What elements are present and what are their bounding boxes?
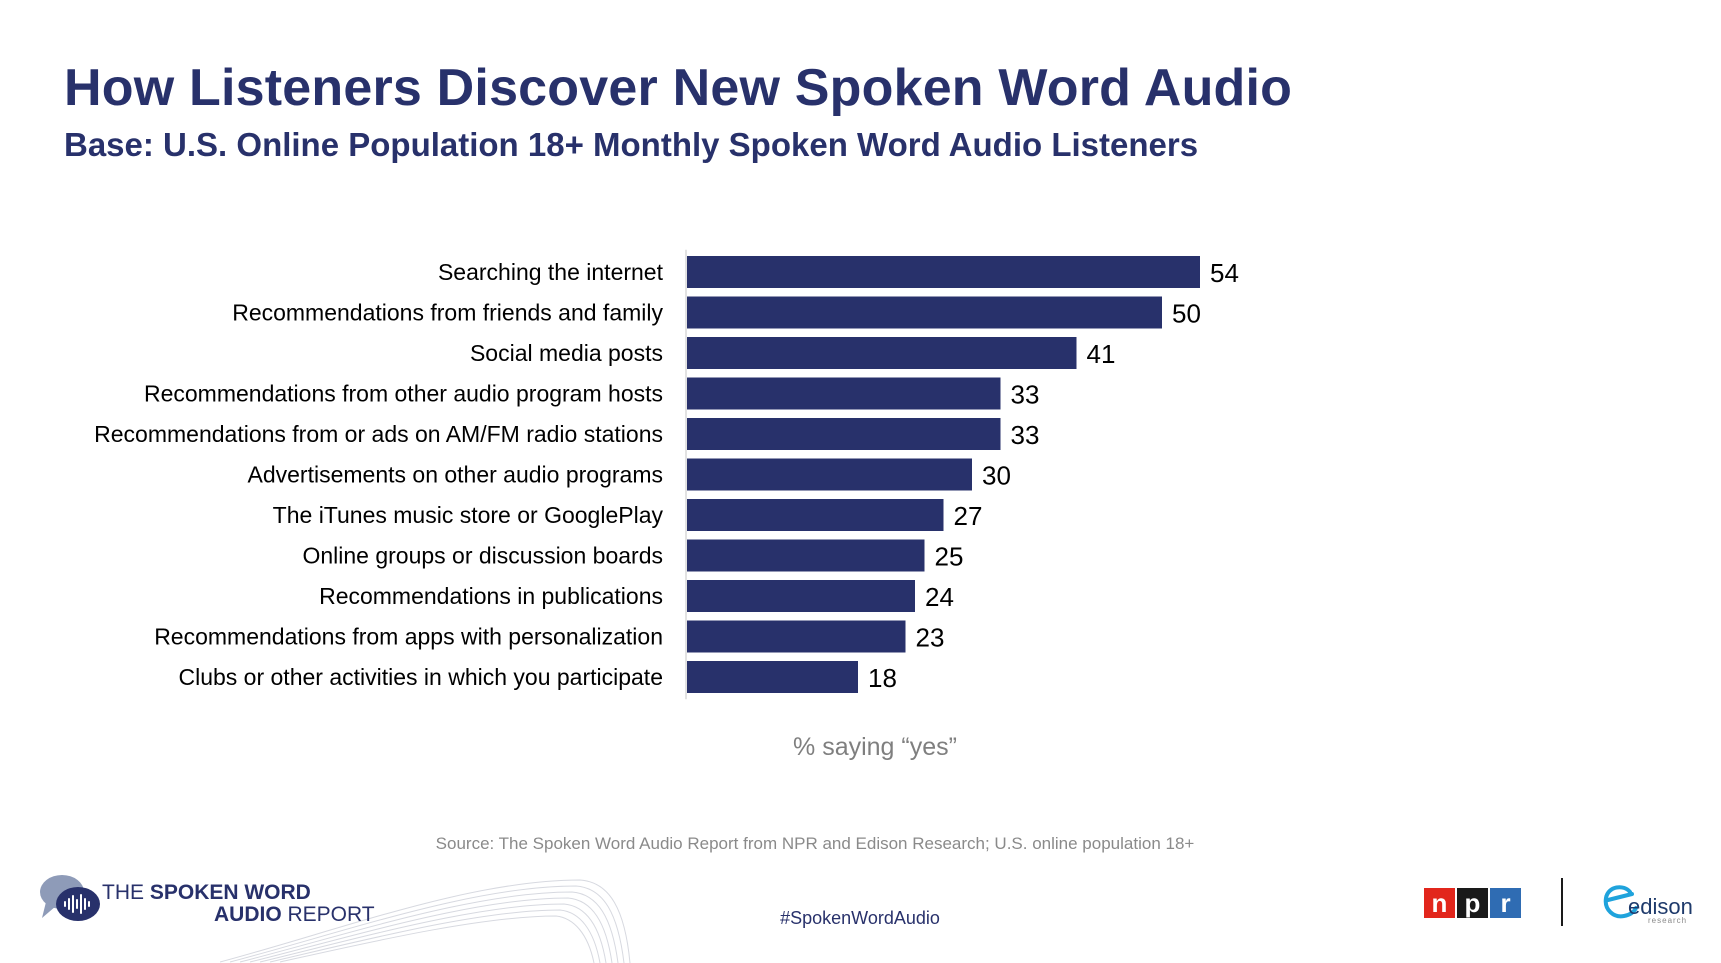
npr-logo-n: n	[1424, 888, 1455, 918]
category-label: Recommendations from friends and family	[232, 300, 663, 326]
category-label: Social media posts	[470, 340, 663, 366]
report-logo-spoken-word: SPOKEN WORD	[149, 881, 311, 904]
data-label: 24	[925, 582, 954, 612]
data-label: 25	[935, 542, 964, 572]
bar	[687, 418, 1001, 450]
data-label: 33	[1011, 380, 1040, 410]
npr-logo: n p r	[1424, 888, 1521, 918]
edison-research-logo: edison research	[1600, 880, 1700, 926]
bar	[687, 337, 1077, 369]
category-label: Advertisements on other audio programs	[248, 462, 664, 488]
hashtag: #SpokenWordAudio	[780, 908, 940, 928]
report-logo-audio: AUDIO	[214, 903, 288, 926]
data-label: 23	[916, 623, 945, 653]
decorative-swoosh	[220, 879, 631, 963]
bar	[687, 256, 1200, 288]
category-label: The iTunes music store or GooglePlay	[273, 502, 664, 528]
category-label: Searching the internet	[438, 259, 664, 285]
bar	[687, 377, 1001, 410]
bar	[687, 458, 972, 491]
bar	[687, 499, 944, 531]
logo-divider	[1561, 878, 1563, 926]
chart-subtitle: Base: U.S. Online Population 18+ Monthly…	[64, 126, 1199, 163]
category-label: Recommendations from other audio program…	[144, 381, 663, 407]
category-label: Recommendations from apps with personali…	[154, 624, 663, 650]
data-label: 41	[1087, 339, 1116, 369]
report-logo-report: REPORT	[287, 903, 375, 926]
report-logo-the: THE	[102, 881, 150, 904]
chart-title: How Listeners Discover New Spoken Word A…	[64, 59, 1293, 117]
source-note: Source: The Spoken Word Audio Report fro…	[435, 834, 1195, 853]
bar	[687, 661, 858, 693]
npr-logo-r: r	[1490, 888, 1521, 918]
bar	[687, 580, 915, 612]
bar	[687, 620, 906, 653]
spoken-word-audio-report-logo: THE SPOKEN WORD AUDIO REPORT	[38, 874, 398, 944]
category-label: Online groups or discussion boards	[302, 543, 663, 569]
data-label: 33	[1011, 420, 1040, 450]
x-axis-note: % saying “yes”	[793, 733, 957, 761]
data-label: 30	[982, 461, 1011, 491]
data-label: 18	[868, 663, 897, 693]
report-logo-text: THE SPOKEN WORD AUDIO REPORT	[102, 882, 375, 926]
edison-subtext: research	[1648, 916, 1688, 925]
speech-bubble-waveform-icon	[40, 875, 100, 921]
bar	[687, 296, 1162, 329]
bar-chart: Searching the internet 54 Recommendations …	[94, 249, 1239, 700]
category-label: Recommendations from or ads on AM/FM rad…	[94, 421, 663, 447]
data-label: 54	[1210, 258, 1239, 288]
edison-e-mark-icon	[1603, 885, 1638, 919]
bar	[687, 539, 925, 572]
category-label: Clubs or other activities in which you p…	[178, 664, 663, 690]
data-label: 50	[1172, 299, 1201, 329]
data-label: 27	[954, 501, 983, 531]
edison-wordmark: edison	[1628, 894, 1693, 919]
npr-logo-p: p	[1457, 888, 1488, 918]
category-label: Recommendations in publications	[319, 583, 663, 609]
